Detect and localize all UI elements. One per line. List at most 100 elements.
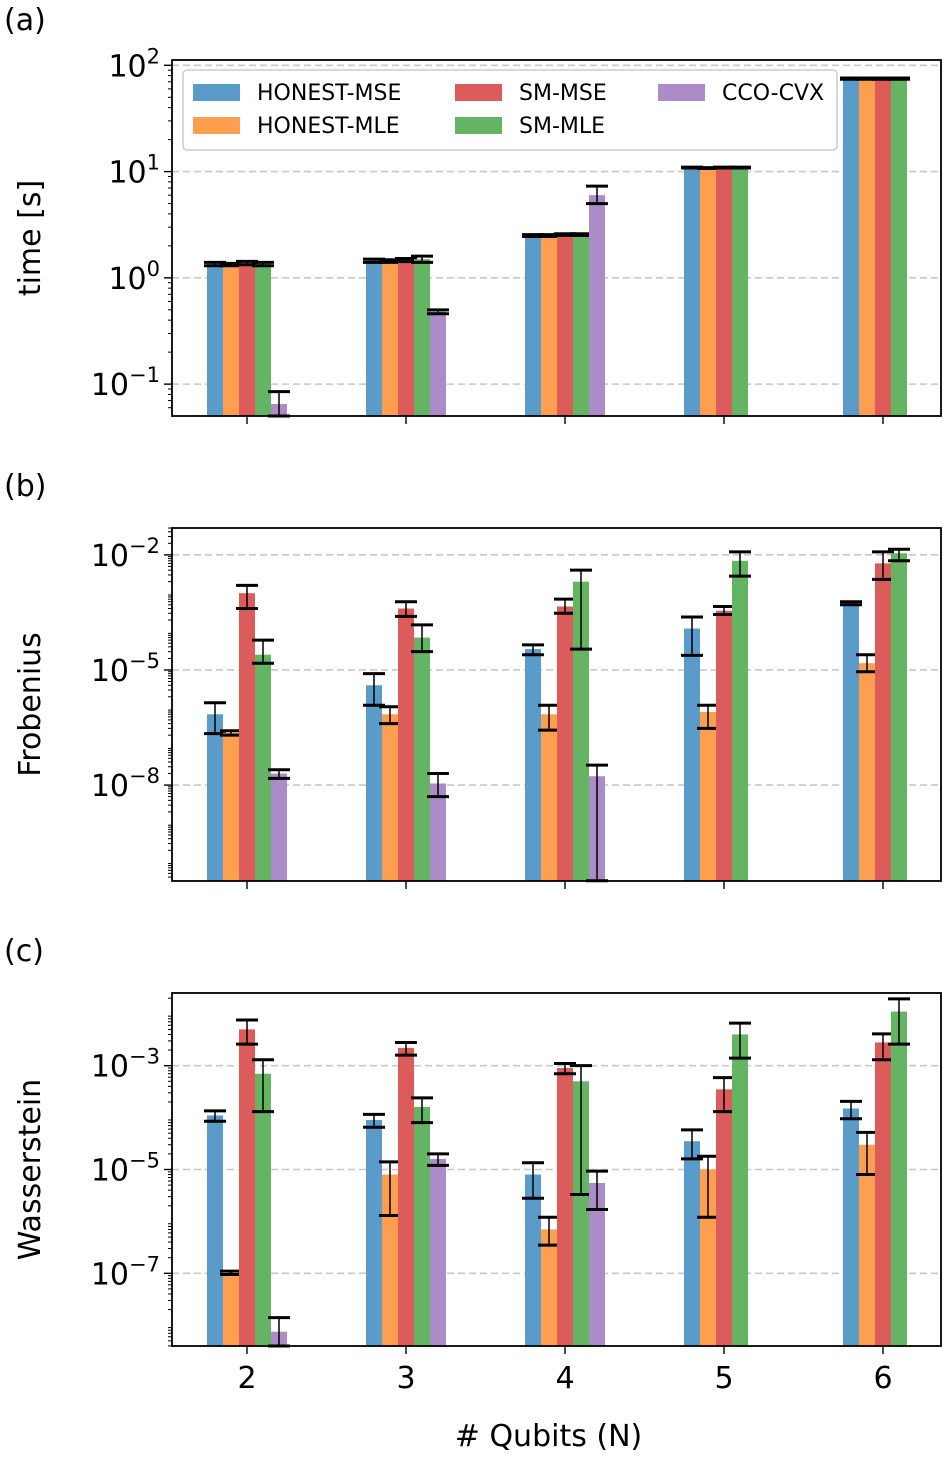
panel-1: (a) 10−1 100 101 102 time [s] <box>4 3 942 424</box>
bar-sm-mse-n2 <box>239 593 255 881</box>
errorbar-sm-mle-n6 <box>888 997 910 1046</box>
errorbar-honest-mle-n3 <box>379 1160 401 1217</box>
bar-honest-mse-n3 <box>366 260 382 416</box>
bar-sm-mse-n5 <box>716 1089 732 1346</box>
errorbar-cco-cvx-n3 <box>427 308 449 316</box>
errorbar-sm-mse-n2 <box>236 1018 258 1046</box>
bar-sm-mse-n5 <box>716 610 732 881</box>
bar-honest-mle-n4 <box>541 714 557 881</box>
legend-item-honest-mle: HONEST-MLE <box>193 114 400 139</box>
legend-label: HONEST-MLE <box>257 114 400 139</box>
x-axis-label: # Qubits (N) <box>455 1419 642 1454</box>
y-tick-label: 102 <box>108 44 160 84</box>
legend-label: SM-MLE <box>519 114 605 139</box>
errorbar-honest-mse-n6 <box>840 1099 862 1121</box>
bar-sm-mse-n4 <box>557 234 573 416</box>
bar-sm-mle-n6 <box>891 553 907 881</box>
x-tick-label: 6 <box>873 1361 892 1396</box>
bar-sm-mse-n4 <box>557 1068 573 1346</box>
bar-honest-mle-n2 <box>223 1273 239 1346</box>
panel-3: (c) 10−7 10−5 10−3 Wasserstein 2 3 4 5 6 # Qubits … <box>4 934 942 1454</box>
bar-sm-mse-n4 <box>557 606 573 881</box>
bar-sm-mle-n5 <box>732 167 748 416</box>
bar-honest-mse-n6 <box>843 603 859 881</box>
errorbar-sm-mse-n4 <box>554 1062 576 1076</box>
errorbar-cco-cvx-n4 <box>586 1169 608 1211</box>
errorbar-sm-mse-n5 <box>713 605 735 616</box>
x-tick-label: 5 <box>714 1361 733 1396</box>
errorbar-honest-mle-n5 <box>697 703 719 730</box>
errorbar-sm-mse-n4 <box>554 597 576 615</box>
legend-item-sm-mle: SM-MLE <box>455 114 605 139</box>
axes-frame <box>171 59 942 417</box>
y-axis-label: Wasserstein <box>13 1079 48 1260</box>
bar-honest-mle-n6 <box>859 1144 875 1346</box>
bar-honest-mle-n3 <box>382 714 398 881</box>
bar-sm-mle-n2 <box>255 654 271 881</box>
errorbar-sm-mse-n2 <box>236 583 258 610</box>
bar-honest-mse-n4 <box>525 1174 541 1346</box>
bar-honest-mse-n5 <box>684 1141 700 1346</box>
axes-frame <box>171 527 942 882</box>
errorbar-sm-mle-n6 <box>888 547 910 563</box>
errorbar-sm-mle-n2 <box>252 1058 274 1114</box>
errorbar-sm-mle-n2 <box>252 260 274 268</box>
errorbar-honest-mse-n2 <box>204 1109 226 1123</box>
bar-honest-mle-n5 <box>700 1169 716 1346</box>
errorbar-sm-mle-n6 <box>888 76 910 81</box>
bar-cco-cvx-n3 <box>430 783 446 881</box>
legend-label: SM-MSE <box>519 81 607 106</box>
legend-swatch <box>193 84 240 101</box>
bar-sm-mle-n2 <box>255 1073 271 1346</box>
errorbar-sm-mle-n3 <box>411 623 433 654</box>
errorbar-sm-mse-n3 <box>395 600 417 618</box>
y-tick-label: 10−7 <box>91 1252 160 1292</box>
plot-root: (a) 10−1 100 101 102 time [s] (b) 10−8 10−5 10−2 F… <box>4 3 942 1454</box>
bar-sm-mle-n4 <box>573 1081 589 1346</box>
legend-label: CCO-CVX <box>722 81 824 106</box>
bar-cco-cvx-n4 <box>589 195 605 416</box>
bar-sm-mle-n6 <box>891 1011 907 1346</box>
y-tick-label: 10−1 <box>91 363 160 403</box>
errorbar-sm-mle-n4 <box>570 232 592 238</box>
errorbar-sm-mse-n5 <box>713 1076 735 1114</box>
bar-honest-mle-n4 <box>541 235 557 416</box>
errorbar-honest-mse-n3 <box>363 1112 385 1129</box>
errorbar-honest-mse-n4 <box>522 1161 544 1200</box>
bar-honest-mle-n2 <box>223 732 239 881</box>
bar-honest-mse-n5 <box>684 628 700 881</box>
y-tick-label: 10−8 <box>91 764 160 804</box>
bar-sm-mse-n6 <box>875 563 891 881</box>
legend-swatch <box>455 84 502 101</box>
y-tick-label: 101 <box>108 151 160 191</box>
errorbar-sm-mle-n5 <box>729 1021 751 1060</box>
bar-honest-mle-n3 <box>382 1174 398 1346</box>
bar-sm-mle-n5 <box>732 1034 748 1346</box>
bar-sm-mle-n4 <box>573 234 589 416</box>
errorbar-sm-mle-n4 <box>570 1064 592 1196</box>
x-tick-label: 4 <box>555 1361 574 1396</box>
errorbar-sm-mse-n6 <box>872 1032 894 1062</box>
legend-swatch <box>658 84 705 101</box>
errorbar-sm-mse-n3 <box>395 1040 417 1057</box>
errorbar-honest-mle-n6 <box>856 1130 878 1177</box>
errorbar-honest-mle-n5 <box>697 1154 719 1219</box>
errorbar-honest-mse-n4 <box>522 643 544 657</box>
bar-cco-cvx-n3 <box>430 311 446 416</box>
bar-honest-mle-n6 <box>859 78 875 416</box>
x-tick-label: 2 <box>237 1361 256 1396</box>
errorbar-sm-mle-n2 <box>252 638 274 665</box>
legend-item-sm-mse: SM-MSE <box>455 81 607 106</box>
errorbar-honest-mle-n3 <box>379 705 401 726</box>
errorbar-honest-mle-n2 <box>220 1269 242 1276</box>
bar-honest-mse-n5 <box>684 167 700 416</box>
y-axis-label: Frobenius <box>13 632 48 777</box>
bar-honest-mle-n3 <box>382 261 398 416</box>
errorbar-honest-mle-n6 <box>856 653 878 674</box>
bar-honest-mse-n6 <box>843 1108 859 1346</box>
errorbar-honest-mse-n5 <box>681 615 703 657</box>
x-tick-label: 3 <box>396 1361 415 1396</box>
y-tick-label: 100 <box>108 257 160 297</box>
bar-sm-mse-n3 <box>398 608 414 881</box>
